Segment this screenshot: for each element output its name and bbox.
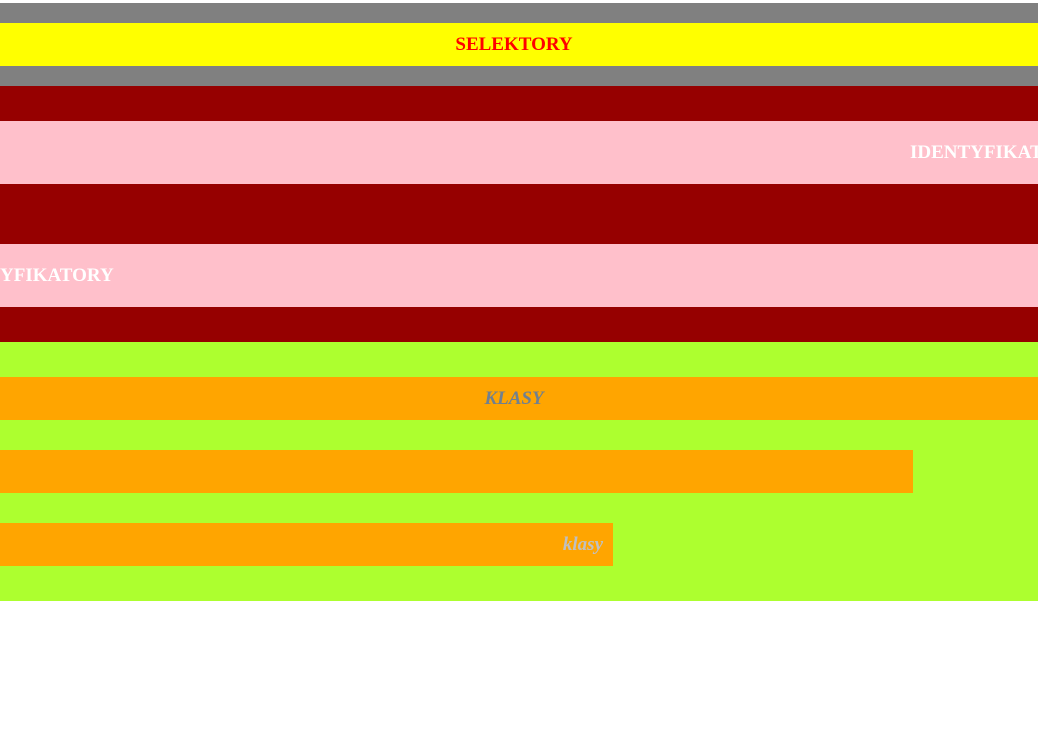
identyfikatory-bar-2-text: YFIKATORY: [0, 264, 114, 286]
selektory-section: SELEKTORY: [0, 3, 1038, 86]
identyfikatory-bar-1-text: IDENTYFIKATORY: [910, 141, 1038, 163]
klasy-bar-1: KLASY: [0, 377, 1038, 420]
identyfikatory-bar-2: YFIKATORY: [0, 244, 1038, 307]
klasy-bar-3: klasy: [0, 523, 613, 566]
klasy-section: KLASY klasy: [0, 342, 1038, 601]
identyfikatory-section: IDENTYFIKATORY YFIKATORY: [0, 86, 1038, 342]
selektory-heading-bar: SELEKTORY: [0, 23, 1038, 66]
klasy-bar-2: [0, 450, 913, 493]
selektory-heading: SELEKTORY: [455, 33, 573, 55]
identyfikatory-bar-1: IDENTYFIKATORY: [0, 121, 1038, 184]
klasy-bar-1-text: KLASY: [484, 387, 544, 409]
klasy-bar-3-text: klasy: [562, 533, 603, 555]
